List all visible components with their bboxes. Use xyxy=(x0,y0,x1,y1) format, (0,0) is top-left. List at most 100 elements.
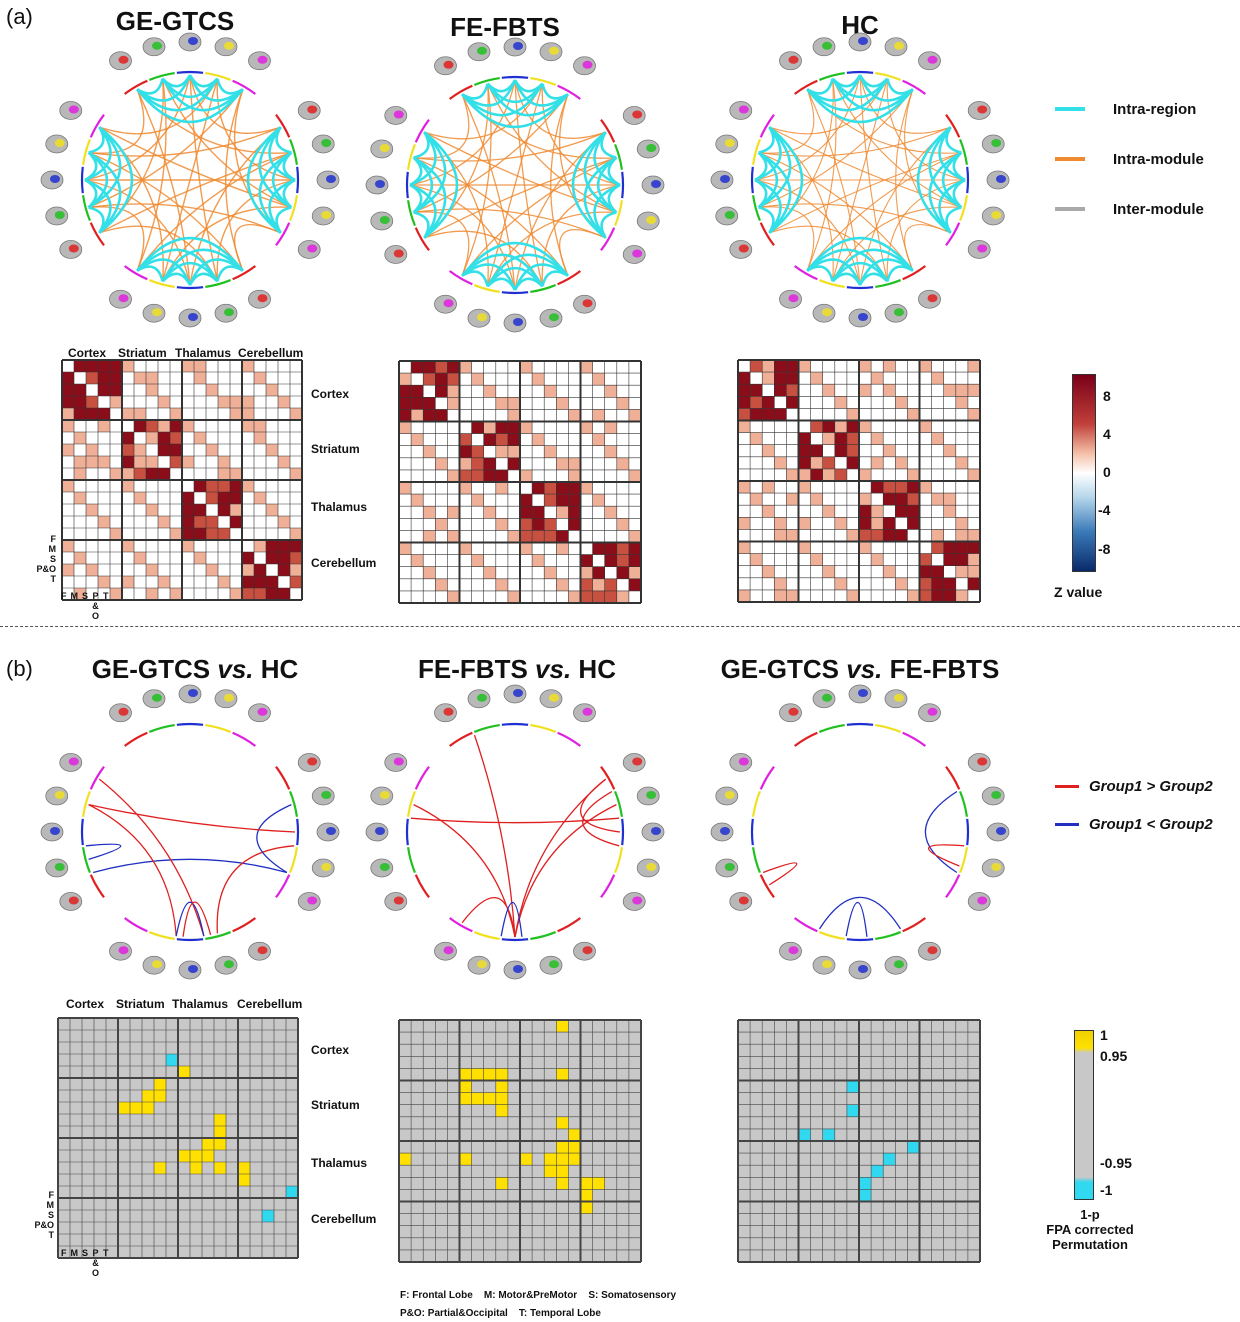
matrix-cell xyxy=(194,372,206,384)
intra-region-line xyxy=(806,248,889,283)
matrix-cell xyxy=(568,506,581,519)
connection-line xyxy=(559,229,606,276)
matrix-cell xyxy=(146,372,158,384)
matrix-cell xyxy=(170,528,182,540)
brain-region-icon xyxy=(632,757,643,766)
sub-row-f: F xyxy=(48,1190,55,1200)
module-arc xyxy=(557,84,582,100)
intra-region-line xyxy=(461,253,544,288)
matrix-cell xyxy=(883,360,896,373)
brain-region-icon xyxy=(646,791,657,800)
matrix-cell xyxy=(859,529,872,542)
module-arc xyxy=(600,118,616,143)
matrix-cell xyxy=(194,360,206,372)
intra-region-line xyxy=(84,126,112,182)
matrix-cell xyxy=(206,492,218,504)
matrix-cell xyxy=(122,432,134,444)
matrix-cell xyxy=(206,480,218,492)
matrix-cell xyxy=(907,408,920,421)
matrix-cell xyxy=(507,590,520,603)
legend-item-greater: Group1 > Group2 xyxy=(1055,774,1240,798)
matrix-cell xyxy=(556,1068,569,1081)
brain-region-icon xyxy=(991,139,1002,148)
matrix-cell xyxy=(146,432,158,444)
module-arc xyxy=(501,75,529,79)
matrix-cell xyxy=(580,578,593,591)
matrix-cell xyxy=(822,565,835,578)
module-arc xyxy=(759,222,775,247)
matrix-cell xyxy=(62,396,74,408)
connection-line xyxy=(487,211,617,287)
matrix-cell xyxy=(738,396,751,409)
matrix-cell xyxy=(423,397,436,410)
matrix-cell xyxy=(495,1177,508,1190)
title-ge-vs-hc: GE-GTCS vs. HC xyxy=(91,654,299,684)
matrix-cell xyxy=(98,456,110,468)
matrix-cell xyxy=(895,493,908,506)
matrix-cell xyxy=(822,384,835,397)
matrix-cell xyxy=(883,384,896,397)
matrix-cell xyxy=(604,554,617,567)
brain-region-icon xyxy=(646,144,657,153)
brain-region-icon xyxy=(54,862,65,871)
matrix-cell xyxy=(967,577,980,590)
brain-region-icon xyxy=(548,960,559,969)
brain-region-icon xyxy=(927,946,938,955)
module-arc xyxy=(818,723,845,733)
matrix-cell xyxy=(411,409,424,422)
matrix-cell xyxy=(810,456,823,469)
matrix-cell xyxy=(955,384,968,397)
matrix-cell xyxy=(786,372,799,385)
brain-region-icon xyxy=(50,827,60,835)
connection-line xyxy=(413,211,470,276)
module-arc xyxy=(751,138,761,165)
matrix-cell xyxy=(122,540,134,552)
matrix-cell xyxy=(170,432,182,444)
matrix-cell xyxy=(762,360,775,373)
col-label-thalamus-b: Thalamus xyxy=(172,997,229,1011)
intra-region-line xyxy=(258,126,293,209)
matrix-cell xyxy=(86,444,98,456)
matrix-cell xyxy=(507,421,520,434)
matrix-cell xyxy=(786,493,799,506)
intra-region-line xyxy=(486,82,569,117)
module-arc xyxy=(818,931,845,941)
matrix-cell xyxy=(520,469,533,482)
matrix-cell xyxy=(399,1153,412,1166)
intra-region-line xyxy=(409,131,437,187)
row-label-thalamus: Thalamus xyxy=(311,500,368,514)
brain-region-icon xyxy=(68,757,79,766)
matrix-cell xyxy=(423,530,436,543)
intra-region-line xyxy=(258,151,293,234)
matrix-cell xyxy=(290,564,302,576)
matrix-cell xyxy=(254,432,266,444)
sub-col-labels-a: F M S P & O T xyxy=(61,591,109,621)
brain-region-icon xyxy=(188,689,198,697)
connection-line xyxy=(762,862,798,886)
matrix-cell xyxy=(846,432,859,445)
connection-line xyxy=(928,844,965,867)
matrix-cell xyxy=(604,578,617,591)
intra-region-line xyxy=(806,88,914,124)
matrix-cell xyxy=(786,396,799,409)
intra-region-line xyxy=(806,258,862,286)
connection-line xyxy=(413,804,516,938)
matrix-cell xyxy=(122,360,134,372)
brain-region-icon xyxy=(375,827,385,835)
module-arc xyxy=(614,847,624,874)
matrix-cell xyxy=(399,421,412,434)
brain-region-icon xyxy=(720,175,730,183)
brain-region-icon xyxy=(582,60,593,69)
brain-region-icon xyxy=(858,965,868,973)
matrix-cell xyxy=(834,444,847,457)
module-arc xyxy=(473,76,500,86)
module-arc xyxy=(557,731,582,747)
matrix-cell xyxy=(182,516,194,528)
matrix-cell xyxy=(834,420,847,433)
intra-region-line xyxy=(768,126,804,234)
matrix-cell xyxy=(74,396,86,408)
matrix-cell xyxy=(471,1068,484,1081)
intra-region-line xyxy=(216,78,244,95)
connection-line xyxy=(758,152,914,272)
matrix-cell xyxy=(411,361,424,374)
